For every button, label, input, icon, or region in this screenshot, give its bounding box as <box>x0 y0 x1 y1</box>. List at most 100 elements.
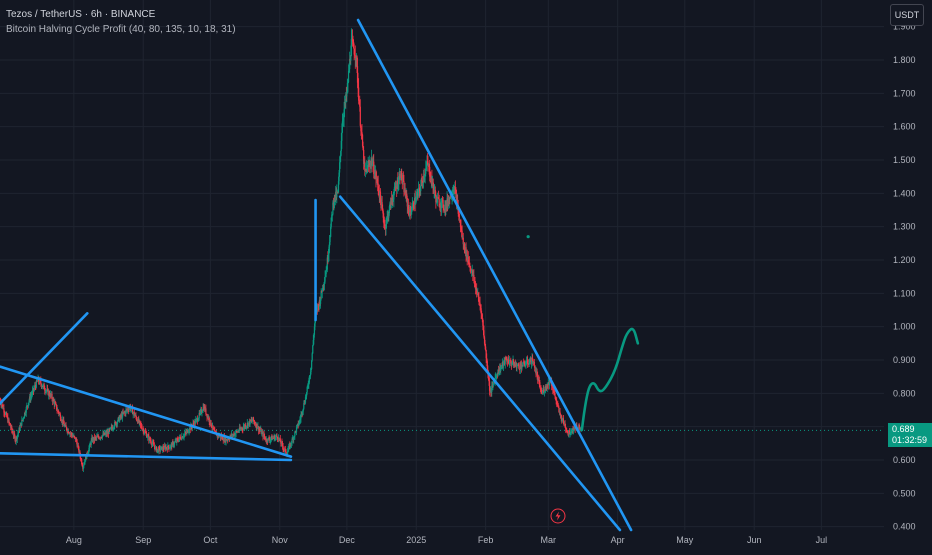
candle-body <box>302 408 304 412</box>
x-tick-label: Aug <box>66 535 82 545</box>
candle-body <box>245 426 247 428</box>
candle-body <box>117 418 119 422</box>
candle-body <box>513 363 515 366</box>
candle <box>543 391 545 397</box>
candle-body <box>568 430 571 435</box>
y-axis[interactable]: 0.4000.5000.6000.7000.8000.9001.0001.100… <box>893 22 916 532</box>
candle-body <box>509 359 511 365</box>
candle-body <box>500 366 502 368</box>
candle-body <box>558 407 560 413</box>
candle-body <box>94 437 96 440</box>
candle-body <box>251 420 253 422</box>
candle-body <box>349 58 351 70</box>
candle-body <box>41 386 44 388</box>
candle-body <box>96 436 98 438</box>
candle-body <box>300 414 302 419</box>
candle-body <box>426 161 428 166</box>
candle <box>153 439 155 446</box>
candle-body <box>538 378 540 381</box>
candle <box>539 379 541 389</box>
candle-body <box>327 254 330 260</box>
candle <box>364 162 366 178</box>
candle-body <box>303 403 305 409</box>
symbol-title[interactable]: Tezos / TetherUS · 6h · BINANCE <box>6 9 156 20</box>
candle <box>410 206 412 219</box>
candle-body <box>363 149 365 164</box>
candle <box>42 382 44 390</box>
candle-body <box>238 427 241 431</box>
candle-body <box>305 396 307 398</box>
x-tick-label: Oct <box>203 535 218 545</box>
candle-body <box>458 213 460 221</box>
candle-body <box>156 449 158 452</box>
candle <box>564 420 566 429</box>
candle <box>143 428 145 436</box>
candle-body <box>101 435 103 438</box>
candle-body <box>254 423 256 425</box>
candle <box>101 435 103 441</box>
trendline[interactable] <box>0 365 293 458</box>
candle <box>570 428 572 436</box>
candle <box>519 368 521 374</box>
candle <box>144 427 147 433</box>
trendline[interactable] <box>0 312 89 405</box>
candle-body <box>382 207 384 212</box>
candle-body <box>322 285 324 292</box>
candle-body <box>510 360 512 363</box>
candle-body <box>375 179 378 181</box>
candle <box>25 405 27 417</box>
trendline[interactable] <box>338 195 622 532</box>
candle-body <box>346 82 349 92</box>
trendline[interactable] <box>0 452 293 462</box>
bar-countdown: 01:32:59 <box>892 435 928 445</box>
candle-body <box>416 195 418 197</box>
candle-body <box>350 38 352 56</box>
candle <box>330 217 332 229</box>
candle-body <box>156 447 158 452</box>
candle <box>16 434 18 444</box>
trendlines[interactable] <box>0 18 633 532</box>
currency-button[interactable]: USDT <box>890 4 924 26</box>
candle-body <box>63 423 65 427</box>
candle-body <box>195 419 197 424</box>
candle-body <box>22 418 24 421</box>
candle <box>317 304 319 313</box>
candle-body <box>77 445 79 447</box>
candle-body <box>269 439 271 441</box>
candle <box>534 365 536 372</box>
candle-body <box>483 337 486 344</box>
candle-body <box>384 224 386 227</box>
trendline[interactable] <box>356 18 633 532</box>
candle-body <box>201 412 203 413</box>
lightning-icon[interactable] <box>550 508 566 524</box>
candle-body <box>354 54 356 56</box>
candle <box>261 430 263 437</box>
candle-body <box>4 413 7 415</box>
x-axis[interactable]: Aug Sep Oct Nov Dec 2025 Feb Mar Apr May Jun Jul <box>66 535 827 545</box>
candle-body <box>299 419 301 421</box>
candle-body <box>492 383 494 386</box>
y-tick-label: 0.500 <box>893 488 916 498</box>
candle-body <box>358 87 360 101</box>
candle-body <box>308 382 310 385</box>
projection-path[interactable] <box>580 327 640 432</box>
candle-body <box>377 179 379 184</box>
candle-body <box>51 393 53 399</box>
candle <box>409 202 411 220</box>
candle-body <box>282 446 284 449</box>
candle-body <box>314 319 316 327</box>
candle-body <box>478 301 481 303</box>
candle-body <box>25 407 27 413</box>
candle <box>303 400 305 410</box>
candle <box>532 354 534 362</box>
candle-body <box>485 350 487 359</box>
candle <box>282 442 284 453</box>
candle <box>185 431 187 437</box>
candle <box>406 195 408 214</box>
candle-body <box>375 172 377 180</box>
indicator-title[interactable]: Bitcoin Halving Cycle Profit (40, 80, 13… <box>6 24 236 35</box>
candle-body <box>438 198 440 207</box>
candle-body <box>252 417 255 421</box>
